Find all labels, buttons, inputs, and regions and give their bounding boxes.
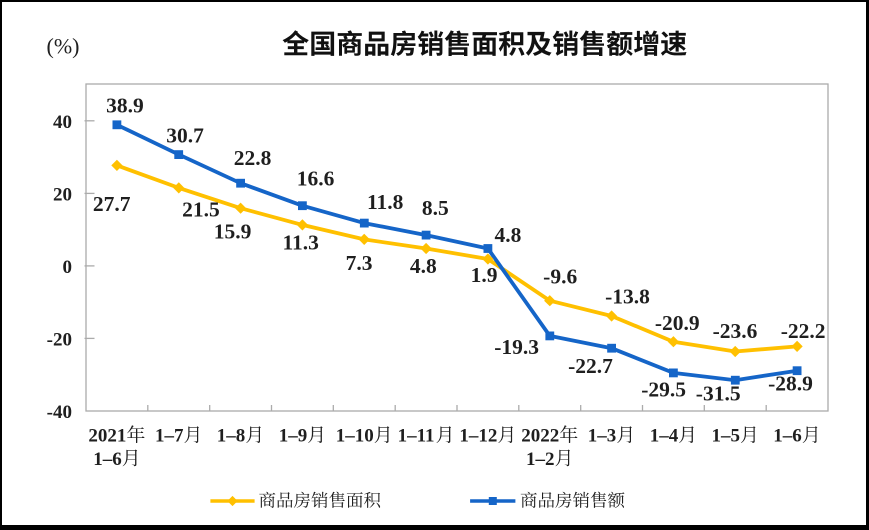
svg-text:22.8: 22.8 [234,146,272,170]
svg-text:1–3: 1–3 [588,426,617,447]
svg-text:1–6: 1–6 [773,426,802,447]
svg-text:20: 20 [53,184,72,205]
svg-text:-22.7: -22.7 [568,354,613,378]
svg-text:-19.3: -19.3 [494,335,539,359]
svg-text:-29.5: -29.5 [641,378,686,402]
svg-text:1.9: 1.9 [471,263,498,287]
svg-text:1–5: 1–5 [712,426,741,447]
svg-text:1–12: 1–12 [459,426,497,447]
svg-text:1–2: 1–2 [526,449,555,470]
svg-text:-9.6: -9.6 [543,264,577,288]
svg-text:11.8: 11.8 [367,190,404,214]
svg-text:-20.9: -20.9 [655,311,700,335]
svg-text:4.8: 4.8 [410,254,437,278]
svg-text:11.3: 11.3 [282,230,319,254]
svg-text:21.5: 21.5 [182,198,220,222]
svg-text:16.6: 16.6 [297,166,335,190]
svg-text:-20: -20 [47,329,72,350]
svg-text:1–8: 1–8 [217,426,246,447]
svg-text:8.5: 8.5 [422,196,449,220]
svg-text:-31.5: -31.5 [696,381,741,405]
svg-text:-23.6: -23.6 [713,319,758,343]
svg-text:-40: -40 [47,402,72,423]
svg-text:(%): (%) [47,34,80,59]
svg-text:-22.2: -22.2 [781,319,826,343]
svg-text:-28.9: -28.9 [768,372,813,396]
svg-text:4.8: 4.8 [494,223,521,247]
svg-text:1–4: 1–4 [650,426,679,447]
svg-text:0: 0 [63,257,73,278]
svg-text:7.3: 7.3 [346,251,373,275]
svg-text:1–6: 1–6 [93,449,122,470]
svg-text:38.9: 38.9 [106,94,144,118]
svg-text:1–9: 1–9 [279,426,308,447]
svg-text:30.7: 30.7 [166,124,204,148]
svg-text:40: 40 [53,112,72,133]
svg-text:1–10: 1–10 [336,426,374,447]
svg-text:27.7: 27.7 [93,192,131,216]
svg-text:2022: 2022 [521,426,559,447]
svg-text:-13.8: -13.8 [605,285,650,309]
svg-text:2021: 2021 [88,426,126,447]
svg-text:15.9: 15.9 [214,220,252,244]
svg-text:1–11: 1–11 [398,426,435,447]
svg-text:1–7: 1–7 [155,426,184,447]
